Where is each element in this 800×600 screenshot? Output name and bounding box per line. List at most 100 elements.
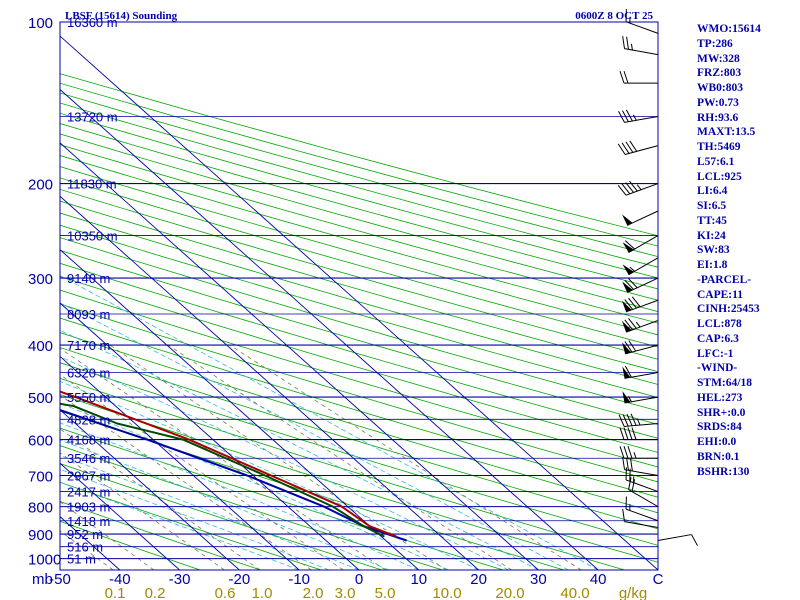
mixing-ratio-line xyxy=(60,530,114,570)
temperature-tick-label: -40 xyxy=(109,571,131,588)
height-label: 4168 m xyxy=(67,433,110,448)
isotherm xyxy=(60,462,180,570)
mixing-ratio-tick-label: 20.0 xyxy=(495,585,524,600)
pressure-unit-label: mb xyxy=(32,571,53,588)
dry-adiabat xyxy=(60,166,658,336)
dry-adiabat xyxy=(60,317,658,498)
moist-adiabat xyxy=(60,422,419,570)
moist-adiabat xyxy=(60,455,360,570)
mixing-ratio-tick-label: 0.1 xyxy=(105,585,126,600)
stat-item: EI:1.8 xyxy=(697,259,728,271)
wind-barb-feather xyxy=(617,184,627,196)
wind-barb-staff xyxy=(624,469,659,476)
wind-barb-feather xyxy=(618,414,625,427)
stat-item: TT:45 xyxy=(697,214,727,227)
stat-item: MW:328 xyxy=(697,52,740,65)
wind-barb-feather xyxy=(624,365,632,378)
wind-barb-feather xyxy=(623,70,629,84)
dry-adiabat xyxy=(60,362,658,546)
dry-adiabat xyxy=(60,144,658,313)
isotherm xyxy=(60,88,599,570)
mixing-ratio-tick-label: 5.0 xyxy=(375,585,396,600)
height-label: 6320 m xyxy=(67,366,110,381)
wind-barb-feather xyxy=(624,341,633,353)
wind-barb xyxy=(622,457,659,476)
stat-item: PW:0.73 xyxy=(697,96,739,109)
wind-barb-half-feather xyxy=(635,321,641,328)
wind-barb xyxy=(622,340,659,355)
stat-item: LI:6.4 xyxy=(697,185,728,198)
mixing-ratio-tick-label: 40.0 xyxy=(560,585,589,600)
moist-adiabat xyxy=(60,439,390,570)
wind-barb-staff xyxy=(624,521,659,529)
wind-barb xyxy=(617,140,659,155)
moist-adiabat xyxy=(60,329,539,570)
stat-item: LCL:878 xyxy=(697,318,742,330)
wind-barb xyxy=(619,446,658,459)
stat-item: RH:93.6 xyxy=(697,111,739,124)
dry-adiabat xyxy=(60,82,658,247)
isotherm xyxy=(60,569,61,570)
pressure-tick-label: 200 xyxy=(28,177,53,194)
temperature-tick-label: -50 xyxy=(49,571,71,588)
wind-barb-feather xyxy=(621,183,631,195)
height-label: 16360 m xyxy=(67,15,118,30)
wind-barb-half-feather xyxy=(633,452,637,459)
dry-adiabat xyxy=(60,133,658,301)
parcel-profile-line xyxy=(60,409,407,542)
wind-barb-staff xyxy=(625,508,659,522)
isotherm xyxy=(60,355,300,570)
dewpoint-profile-line xyxy=(60,402,385,538)
wind-barb xyxy=(628,477,659,508)
wind-barb-half-feather xyxy=(627,395,632,403)
stat-item: CAP:6.3 xyxy=(697,332,739,345)
wind-barb xyxy=(618,109,659,123)
pressure-tick-label: 100 xyxy=(28,15,53,32)
wind-barb-staff xyxy=(628,489,659,508)
wind-barb-feather xyxy=(628,477,632,490)
height-label: 3546 m xyxy=(67,451,110,466)
wind-barb-feather xyxy=(691,534,698,546)
wind-barb-feather xyxy=(630,413,637,426)
stat-item: MAXT:13.5 xyxy=(697,126,756,139)
mixing-ratio-line xyxy=(60,394,312,570)
wind-barb xyxy=(622,235,659,253)
wind-barb-feather xyxy=(622,414,629,427)
stat-item: CAPE:11 xyxy=(697,288,743,301)
isotherm xyxy=(60,195,479,570)
wind-barb-staff xyxy=(625,299,659,313)
wind-barb-feather xyxy=(631,427,637,440)
wind-barb-staff xyxy=(628,235,659,253)
dry-adiabat xyxy=(60,276,658,453)
wind-barb-staff xyxy=(624,116,659,123)
chart-title: LBSF (15614) Sounding xyxy=(65,10,178,22)
mixing-ratio-line xyxy=(229,344,582,570)
wind-barb-staff xyxy=(624,48,659,56)
stat-item: EHI:0.0 xyxy=(697,436,737,448)
height-label: 5550 m xyxy=(67,390,110,405)
stat-item: STM:64/18 xyxy=(697,377,752,389)
wind-barb-staff xyxy=(626,277,659,293)
stat-item: TH:5469 xyxy=(697,141,741,153)
wind-barb xyxy=(617,180,659,196)
dry-adiabat xyxy=(60,237,658,412)
wind-barb-feather xyxy=(627,427,633,440)
time-label: 0600Z 8 OCT 25 xyxy=(575,10,653,22)
wind-barb-feather xyxy=(618,111,625,123)
stat-item: -WIND- xyxy=(697,362,738,375)
wind-barb-staff xyxy=(626,210,659,226)
dry-adiabat xyxy=(60,520,201,570)
dry-adiabat xyxy=(60,212,658,385)
height-label: 952 m xyxy=(67,527,103,542)
moist-adiabat xyxy=(60,275,599,570)
wind-barb xyxy=(622,277,659,293)
wind-barb-pennant xyxy=(622,242,634,253)
wind-barb-pennant xyxy=(622,366,631,379)
height-label: 11830 m xyxy=(67,177,117,192)
pressure-tick-label: 400 xyxy=(28,338,53,355)
wind-barb-pennant xyxy=(622,342,631,354)
stat-item: CINH:25453 xyxy=(697,303,760,316)
temperature-profile-line xyxy=(60,390,397,538)
dry-adiabat xyxy=(60,155,658,324)
